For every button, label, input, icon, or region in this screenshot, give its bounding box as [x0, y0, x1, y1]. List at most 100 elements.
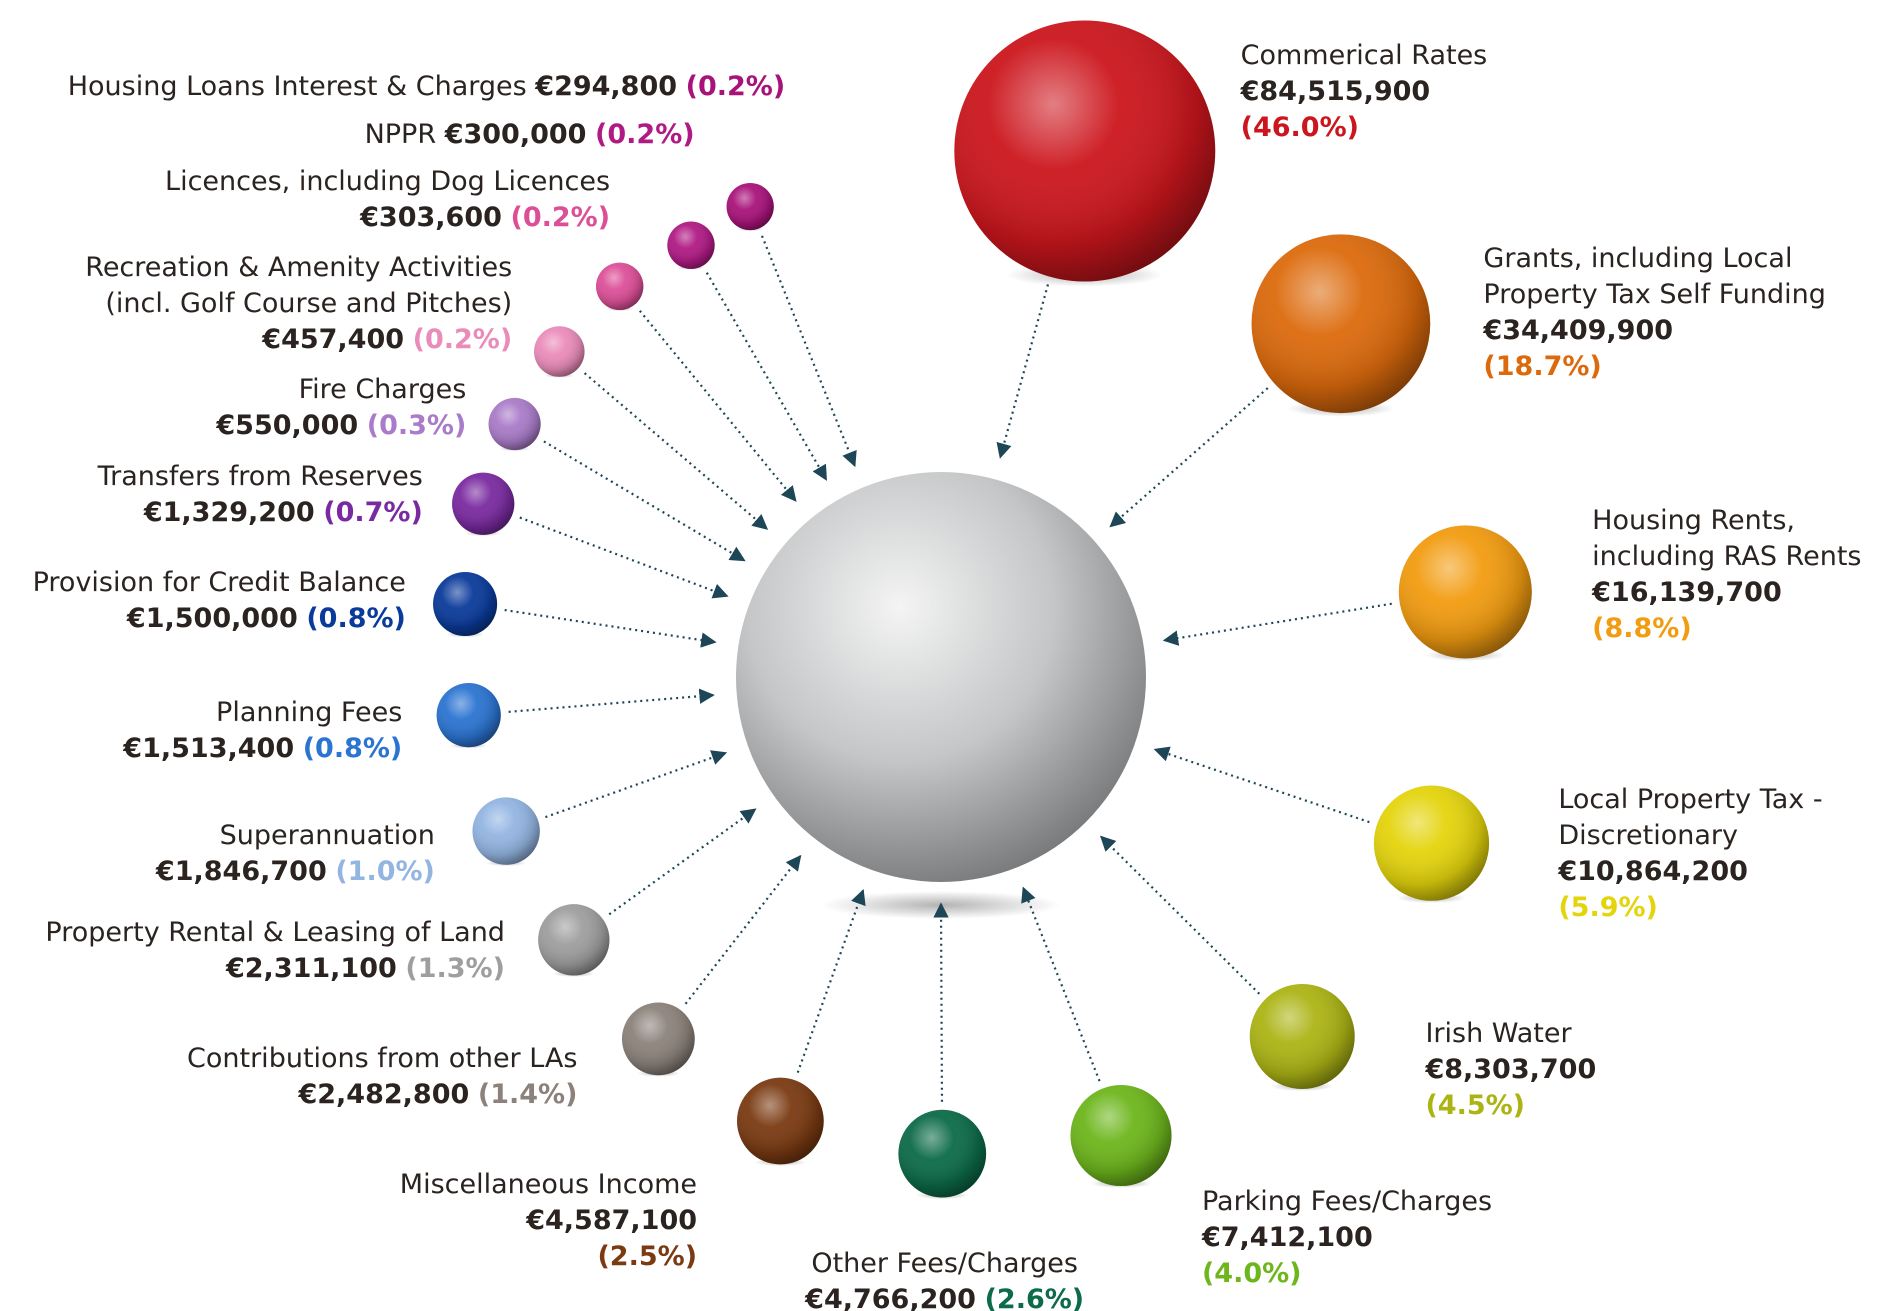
bubble-label: Planning Fees €1,513,400 (0.8%)	[123, 695, 402, 767]
arrow	[1023, 888, 1099, 1081]
bubble-label: Other Fees/Charges €4,766,200 (2.6%)	[645, 1246, 1245, 1311]
bubble-shading	[1070, 1085, 1171, 1186]
category-name: Irish Water	[1425, 1018, 1571, 1049]
category-name: Provision for Credit Balance	[33, 567, 406, 598]
share: (2.6%)	[985, 1284, 1085, 1311]
bubble-shading	[437, 683, 501, 747]
bubble-label: Superannuation €1,846,700 (1.0%)	[156, 818, 435, 890]
share: (5.9%)	[1558, 892, 1658, 923]
bubble-shading	[596, 263, 643, 310]
share: (8.8%)	[1592, 613, 1692, 644]
share: (0.2%)	[686, 71, 786, 102]
bubble-label: Contributions from other LAs €2,482,800 …	[187, 1041, 577, 1113]
arrow	[585, 373, 767, 529]
category-name: Grants, including Local Property Tax Sel…	[1483, 243, 1825, 310]
amount: €1,329,200	[144, 497, 315, 528]
category-name: Parking Fees/Charges	[1202, 1186, 1492, 1217]
bubble-label: Parking Fees/Charges €7,412,100 (4.0%)	[1202, 1184, 1492, 1292]
category-name: Property Rental & Leasing of Land	[45, 917, 505, 948]
infographic: Commerical Rates €84,515,900 (46.0%)Gran…	[0, 0, 1885, 1311]
bubble-shading	[538, 904, 609, 975]
bubble-label: Grants, including Local Property Tax Sel…	[1483, 241, 1825, 385]
category-name: Other Fees/Charges	[811, 1248, 1078, 1279]
bubble-shading	[1399, 525, 1532, 658]
bubble-shading	[1250, 984, 1355, 1089]
bubble-label: Miscellaneous Income €4,587,100 (2.5%)	[400, 1167, 697, 1275]
amount: €303,600	[360, 202, 502, 233]
category-name: Recreation & Amenity Activities (incl. G…	[85, 252, 512, 319]
amount: €4,587,100	[526, 1205, 697, 1236]
arrow	[707, 273, 826, 480]
share: (1.0%)	[335, 856, 435, 887]
amount: €550,000	[216, 410, 358, 441]
category-name: Contributions from other LAs	[187, 1043, 577, 1074]
category-name: Housing Rents, including RAS Rents	[1592, 505, 1861, 572]
arrow	[1101, 837, 1259, 994]
amount: €1,500,000	[127, 603, 298, 634]
bubble-shading	[433, 572, 497, 636]
bubble-label: Housing Loans Interest & Charges €294,80…	[68, 69, 785, 105]
amount: €294,800	[535, 71, 677, 102]
amount: €10,864,200	[1558, 856, 1748, 887]
bubble-label: NPPR €300,000 (0.2%)	[365, 117, 695, 153]
category-name: NPPR	[365, 119, 437, 150]
category-name: Planning Fees	[216, 697, 402, 728]
arrow	[941, 904, 942, 1102]
category-name: Miscellaneous Income	[400, 1169, 697, 1200]
share: (0.2%)	[413, 324, 513, 355]
amount: €2,482,800	[298, 1079, 469, 1110]
share: (0.2%)	[595, 119, 695, 150]
share: (18.7%)	[1483, 351, 1601, 382]
arrow	[1155, 749, 1369, 822]
share: (46.0%)	[1241, 112, 1359, 143]
arrow	[640, 311, 796, 501]
bubble-shading	[489, 398, 541, 450]
arrow	[545, 753, 725, 817]
arrow	[509, 695, 714, 712]
arrow	[505, 610, 715, 642]
category-name: Superannuation	[220, 820, 435, 851]
bubble-shading	[534, 326, 585, 377]
arrow	[1000, 284, 1048, 457]
share: (0.3%)	[367, 410, 467, 441]
center-sphere	[736, 472, 1146, 882]
amount: €1,513,400	[123, 733, 294, 764]
amount: €4,766,200	[805, 1284, 976, 1311]
category-name: Housing Loans Interest & Charges	[68, 71, 527, 102]
category-name: Fire Charges	[299, 374, 467, 405]
share: (0.7%)	[323, 497, 423, 528]
amount: €1,846,700	[156, 856, 327, 887]
amount: €84,515,900	[1241, 76, 1431, 107]
bubble-shading	[667, 222, 714, 269]
bubble-shading	[727, 183, 774, 230]
arrow	[520, 518, 727, 596]
bubble-shading	[1374, 786, 1489, 901]
share: (1.3%)	[405, 953, 505, 984]
bubble-label: Licences, including Dog Licences €303,60…	[165, 164, 610, 236]
arrow	[762, 236, 855, 466]
amount: €300,000	[445, 119, 587, 150]
bubble-shading	[622, 1003, 695, 1076]
arrow	[1111, 388, 1268, 526]
bubble-label: Provision for Credit Balance €1,500,000 …	[33, 565, 406, 637]
share: (0.8%)	[306, 603, 406, 634]
category-name: Local Property Tax - Discretionary	[1558, 784, 1822, 851]
bubble-label: Recreation & Amenity Activities (incl. G…	[85, 250, 512, 358]
bubble-label: Fire Charges €550,000 (0.3%)	[216, 372, 466, 444]
bubble-label: Irish Water €8,303,700 (4.5%)	[1425, 1016, 1596, 1124]
bubble-label: Property Rental & Leasing of Land €2,311…	[45, 915, 505, 987]
arrow	[1164, 604, 1391, 641]
bubble-label: Local Property Tax - Discretionary €10,8…	[1558, 782, 1822, 926]
amount: €34,409,900	[1483, 315, 1673, 346]
bubble-shading	[452, 473, 514, 535]
bubble-shading	[954, 21, 1215, 282]
bubble-shading	[898, 1110, 986, 1198]
arrow	[686, 856, 801, 1004]
share: (4.5%)	[1425, 1090, 1525, 1121]
amount: €8,303,700	[1425, 1054, 1596, 1085]
bubble-shading	[472, 797, 539, 864]
share: (0.2%)	[510, 202, 610, 233]
arrow	[798, 890, 863, 1072]
share: (1.4%)	[478, 1079, 578, 1110]
amount: €2,311,100	[226, 953, 397, 984]
